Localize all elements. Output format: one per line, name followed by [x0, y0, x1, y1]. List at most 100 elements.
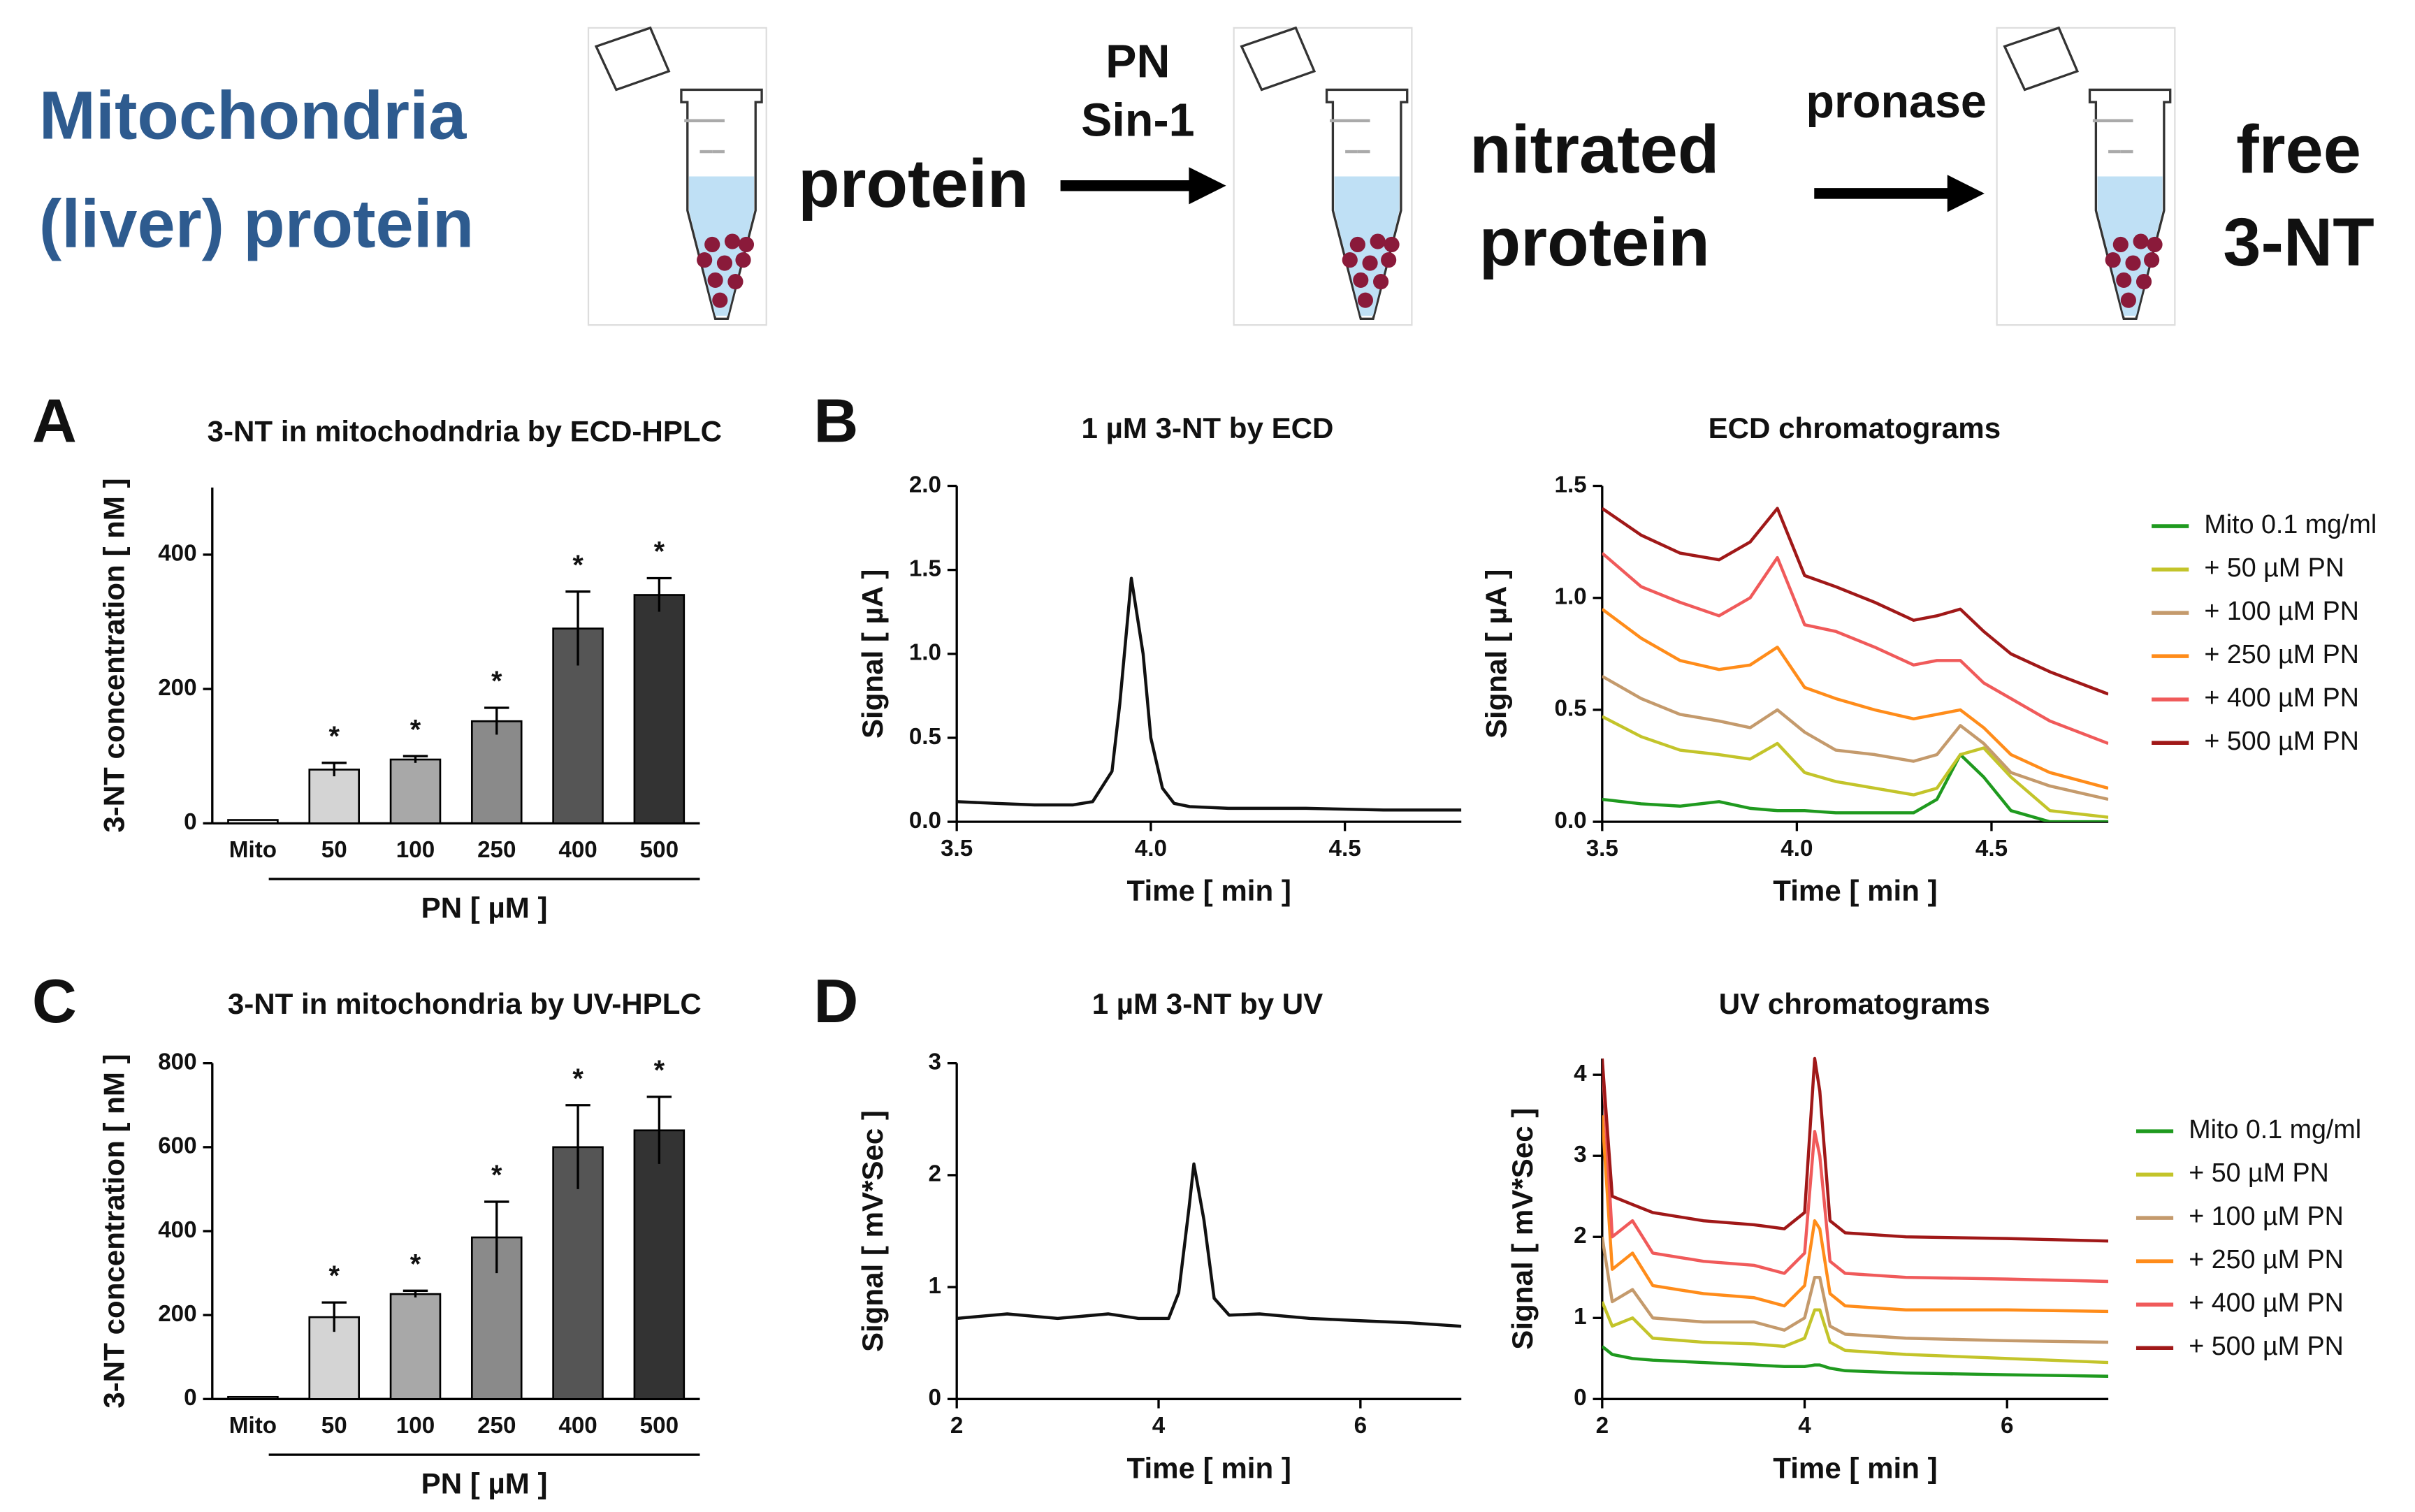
series-line: [1602, 1056, 2109, 1243]
y-tick-label: 0.5: [1554, 696, 1586, 722]
chart-title: UV chromatograms: [1719, 987, 1990, 1020]
y-tick-label: 2: [929, 1161, 941, 1187]
significance-marker: *: [328, 1260, 340, 1291]
x-tick-label: 4: [1152, 1413, 1166, 1439]
y-tick-label: 3: [929, 1049, 941, 1075]
y-tick-label: 1: [929, 1273, 941, 1299]
significance-marker: *: [572, 1063, 583, 1094]
x-axis-label: Time [ min ]: [1773, 874, 1937, 907]
arrow: [1060, 167, 1226, 205]
significance-marker: *: [654, 1055, 665, 1086]
y-axis-label: Signal [ mV*Sec ]: [1506, 1108, 1539, 1350]
y-tick-label: 800: [158, 1049, 196, 1075]
particle: [1372, 274, 1389, 290]
step-label: free: [2236, 111, 2361, 187]
tube-lid: [2003, 26, 2080, 92]
particle: [738, 236, 755, 253]
x-tick-label: 4.0: [1135, 836, 1167, 862]
x-tick-label: Mito: [229, 1413, 277, 1439]
y-tick-label: 1: [1574, 1304, 1586, 1330]
x-axis-label: PN [ µM ]: [421, 891, 548, 924]
particle: [704, 236, 720, 253]
x-tick-label: 50: [321, 1413, 347, 1439]
significance-marker: *: [491, 1160, 502, 1191]
y-tick-label: 0.0: [909, 808, 941, 834]
x-tick-label: 100: [396, 837, 435, 863]
particle: [707, 272, 723, 288]
series-line: [1602, 507, 2109, 696]
x-tick-label: 6: [2001, 1413, 2013, 1439]
y-tick-label: 1.0: [909, 640, 941, 666]
y-tick-label: 0.5: [909, 724, 941, 750]
x-tick-label: 4: [1798, 1413, 1811, 1439]
particle: [2133, 233, 2149, 249]
tube-lid: [594, 26, 671, 92]
chart-title: 3-NT in mitochondria by UV-HPLC: [228, 987, 702, 1020]
series-line: [1602, 715, 2109, 819]
reagent-label: Sin-1: [1081, 95, 1194, 147]
significance-marker: *: [654, 537, 665, 567]
particle: [2125, 255, 2141, 271]
chart-title: 1 µM 3-NT by UV: [1092, 987, 1323, 1020]
x-axis-label: Time [ min ]: [1773, 1451, 1937, 1484]
particle: [1370, 233, 1386, 249]
legend-label: + 50 µM PN: [2204, 553, 2344, 582]
bar: [471, 720, 523, 824]
x-tick-label: 400: [558, 1413, 597, 1439]
legend-label: + 100 µM PN: [2204, 596, 2359, 625]
y-axis-label: Signal [ µA ]: [856, 569, 889, 739]
particle: [712, 292, 728, 308]
particle: [2144, 252, 2160, 268]
x-tick-label: 3.5: [1586, 836, 1618, 862]
chart-title: ECD chromatograms: [1709, 412, 2001, 444]
x-tick-label: 100: [396, 1413, 435, 1439]
significance-marker: *: [328, 721, 340, 752]
y-tick-label: 1.5: [909, 555, 941, 581]
reagent-label: PN: [1105, 36, 1170, 88]
y-tick-label: 0: [184, 809, 196, 835]
step-label: nitrated: [1470, 111, 1719, 187]
x-tick-label: 3.5: [941, 836, 973, 862]
step-label: 3-NT: [2223, 204, 2374, 280]
y-tick-label: 3: [1574, 1142, 1586, 1168]
tube-liquid: [688, 176, 755, 316]
y-axis-label: Signal [ µA ]: [1480, 569, 1513, 739]
x-tick-label: 250: [477, 837, 516, 863]
particle: [2105, 252, 2121, 268]
bar: [308, 769, 360, 824]
x-tick-label: 6: [1354, 1413, 1367, 1439]
step-label: protein: [1479, 204, 1710, 280]
particle: [1384, 236, 1400, 253]
header-title: (liver) protein: [39, 186, 474, 262]
bar: [633, 594, 686, 824]
significance-marker: *: [491, 666, 502, 697]
bar: [389, 1293, 442, 1400]
particle: [2112, 236, 2128, 253]
x-tick-label: 2: [950, 1413, 963, 1439]
particle: [1357, 292, 1373, 308]
bar: [633, 1129, 686, 1400]
x-tick-label: 4.5: [1975, 836, 2008, 862]
particle: [724, 233, 741, 249]
y-tick-label: 400: [158, 1217, 196, 1243]
series-line: [1602, 1236, 2109, 1344]
chart-title: 1 µM 3-NT by ECD: [1082, 412, 1334, 444]
series-line: [1602, 1345, 2109, 1378]
y-tick-label: 1.5: [1554, 472, 1586, 497]
significance-marker: *: [572, 550, 583, 581]
series-line: [957, 1162, 1462, 1328]
x-axis-label: PN [ µM ]: [421, 1467, 548, 1499]
y-tick-label: 2: [1574, 1223, 1586, 1249]
y-tick-label: 4: [1574, 1061, 1587, 1086]
x-tick-label: 4.0: [1781, 836, 1813, 862]
x-tick-label: 400: [558, 837, 597, 863]
tube-icon: [1233, 26, 1413, 326]
legend-label: + 100 µM PN: [2189, 1201, 2344, 1230]
y-tick-label: 0.0: [1554, 808, 1586, 834]
x-tick-label: Mito: [229, 837, 277, 863]
y-axis-label: Signal [ mV*Sec ]: [856, 1110, 889, 1352]
particle: [1349, 236, 1365, 253]
legend-label: Mito 0.1 mg/ml: [2189, 1114, 2361, 1144]
y-axis-label: 3-NT concentration [ nM ]: [98, 478, 131, 832]
tube-liquid: [1334, 176, 1400, 316]
